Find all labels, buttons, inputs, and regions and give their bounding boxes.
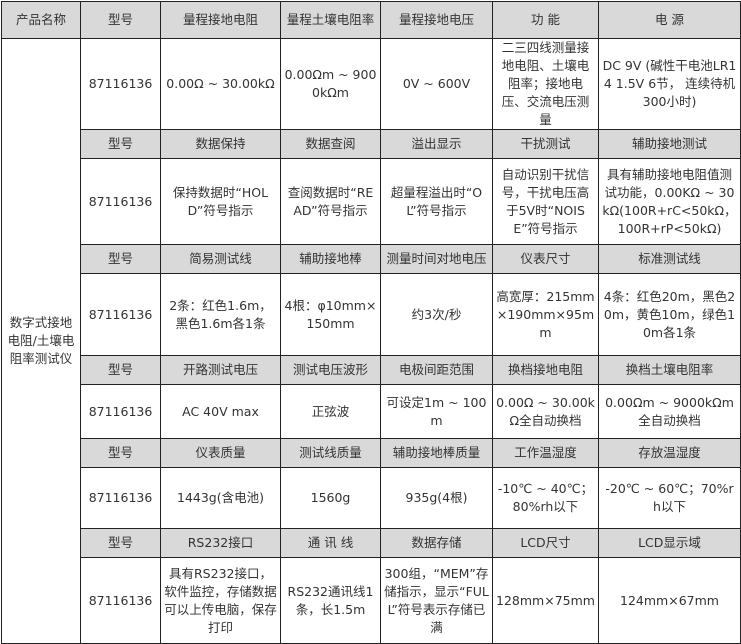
value-row: 数字式接地电阻/土壤电阻率测试仪 87116136 0.00Ω ~ 30.00kΩ 0… [1, 38, 741, 644]
product-header-cell: 产品名称 [1, 1, 81, 39]
value-cell: 0.00Ω ~ 30.00kΩ全自动换档 [492, 384, 599, 439]
value-cell: 4条：红色20m，黑色20m，黄色10m，绿色10m各1条 [598, 273, 741, 356]
value-cell: 87116136 [80, 158, 161, 245]
value-cell: 935g(4根) [380, 467, 493, 529]
value-cell: 高宽厚：215mm×190mm×95mm [492, 273, 599, 356]
header-row: 型号 RS232接口通 讯 线数据存储 LCD尺寸 LCD显示域 [2, 528, 741, 558]
header-cell: 电极间距范围 [380, 355, 493, 385]
value-cell: 二三四线测量接地电阻、土壤电阻率；接地电压、交流电压测量 [492, 38, 599, 130]
value-cell: 查阅数据时“READ”符号指示 [280, 158, 381, 245]
header-cell: 测试线质量 [280, 438, 381, 468]
value-cell: 128mm×75mm [492, 557, 599, 644]
header-row: 型号 简易测试线 辅助接地棒 测量时间对地电压 仪表尺寸 标准测试线 [2, 244, 741, 274]
header-cell: 测试电压波形 [280, 355, 381, 385]
value-cell: 具有RS232接口，软件监控，存储数据可以上传电脑，保存打印 [160, 557, 281, 644]
value-cell: 1443g(含电池) [160, 467, 281, 529]
header-cell: 仪表质量 [160, 438, 281, 468]
value-cell: AC 40V max [160, 384, 281, 439]
header-cell: 型号 [80, 355, 161, 385]
value-row: 87116136 具有RS232接口，软件监控，存储数据可以上传电脑，保存打印 RS… [2, 557, 741, 644]
value-row: 87116136 1443g(含电池) 1560g 935g(4根) -10℃ ~ 40… [2, 467, 741, 529]
value-cell: 0V ~ 600V [380, 38, 493, 130]
value-cell: -10℃ ~ 40℃；80%rh以下 [492, 467, 599, 529]
header-cell: LCD显示域 [598, 528, 741, 558]
header-cell: 数据保持 [160, 129, 281, 159]
header-cell: 辅助接地测试 [598, 129, 741, 159]
value-cell: 正弦波 [280, 384, 381, 439]
header-cell: 简易测试线 [160, 244, 281, 274]
value-cell: 1560g [280, 467, 381, 529]
value-cell: 0.00Ωm ~ 9000kΩm [280, 38, 381, 130]
value-cell: 87116136 [80, 384, 161, 439]
value-row: 87116136 保持数据时“HOLD”符号指示 查阅数据时“READ”符号指示 超量… [2, 158, 741, 245]
header-cell: 通 讯 线 [280, 528, 381, 558]
header-cell: 数据存储 [380, 528, 493, 558]
header-cell: RS232接口 [160, 528, 281, 558]
value-cell: 300组，“MEM”存储指示，显示“FULL”符号表示存储已满 [380, 557, 493, 644]
value-cell: RS232通讯线1条，长1.5m [280, 557, 381, 644]
header-cell: 换档土壤电阻率 [598, 355, 741, 385]
value-cell: 87116136 [80, 467, 161, 529]
header-cell: 干扰测试 [492, 129, 599, 159]
header-cell: 型号 [80, 528, 161, 558]
header-cell: 功 能 [492, 1, 599, 39]
header-cell: 量程土壤电阻率 [280, 1, 381, 39]
value-cell: 0.00Ω ~ 30.00kΩ [160, 38, 281, 130]
header-row: 型号 数据保持 数据查阅 溢出显示 干扰测试 辅助接地测试 [2, 129, 741, 159]
value-cell: 自动识别干扰信号，干扰电压高于5V时“NOISE”符号指示 [492, 158, 599, 245]
header-cell: 换档接地电阻 [492, 355, 599, 385]
header-cell: 量程接地电压 [380, 1, 493, 39]
header-cell: 型号 [80, 129, 161, 159]
value-cell: 具有辅助接地电阻值测试功能，0.00KΩ ~ 30kΩ(100R+rC<50kΩ… [598, 158, 741, 245]
value-cell: 4根：φ10mm×150mm [280, 273, 381, 356]
header-cell: 量程接地电阻 [160, 1, 281, 39]
value-cell: 保持数据时“HOLD”符号指示 [160, 158, 281, 245]
value-cell: 超量程溢出时“OL”符号指示 [380, 158, 493, 245]
value-cell: 87116136 [80, 557, 161, 644]
header-cell: 测量时间对地电压 [380, 244, 493, 274]
value-cell: 0.00Ωm ~ 9000kΩm全自动换档 [598, 384, 741, 439]
header-cell: 仪表尺寸 [492, 244, 599, 274]
header-cell: 型号 [80, 438, 161, 468]
header-cell: LCD尺寸 [492, 528, 599, 558]
value-cell: 124mm×67mm [598, 557, 741, 644]
value-row: 87116136 2条：红色1.6m，黑色1.6m各1条 4根：φ10mm×150m… [2, 273, 741, 356]
header-cell: 开路测试电压 [160, 355, 281, 385]
value-row: 87116136 AC 40V max 正弦波 可设定1m ~ 100m 0.00Ω ~… [2, 384, 741, 439]
header-cell: 型号 [80, 1, 161, 39]
value-cell: -20℃ ~ 60℃；70%rh以下 [598, 467, 741, 529]
header-cell: 电 源 [598, 1, 741, 39]
header-row: 产品名称 型号 量程接地电阻 量程土壤电阻率 量程接地电压功 能电 源 [1, 1, 741, 39]
product-name-cell: 数字式接地电阻/土壤电阻率测试仪 [1, 38, 81, 644]
header-cell: 标准测试线 [598, 244, 741, 274]
header-cell: 工作温湿度 [492, 438, 599, 468]
value-cell: 约3次/秒 [380, 273, 493, 356]
header-cell: 存放温湿度 [598, 438, 741, 468]
value-cell: 87116136 [80, 38, 161, 130]
header-cell: 型号 [80, 244, 161, 274]
value-cell: DC 9V (碱性干电池LR14 1.5V 6节， 连续待机300小时) [598, 38, 741, 130]
header-cell: 溢出显示 [380, 129, 493, 159]
value-cell: 87116136 [80, 273, 161, 356]
header-cell: 辅助接地棒质量 [380, 438, 493, 468]
value-cell: 可设定1m ~ 100m [380, 384, 493, 439]
header-row: 型号 仪表质量 测试线质量 辅助接地棒质量 工作温湿度 存放温湿度 [2, 438, 741, 468]
header-cell: 辅助接地棒 [280, 244, 381, 274]
header-cell: 数据查阅 [280, 129, 381, 159]
header-row: 型号 开路测试电压 测试电压波形 电极间距范围 换档接地电阻 换档土壤电阻率 [2, 355, 741, 385]
value-cell: 2条：红色1.6m，黑色1.6m各1条 [160, 273, 281, 356]
